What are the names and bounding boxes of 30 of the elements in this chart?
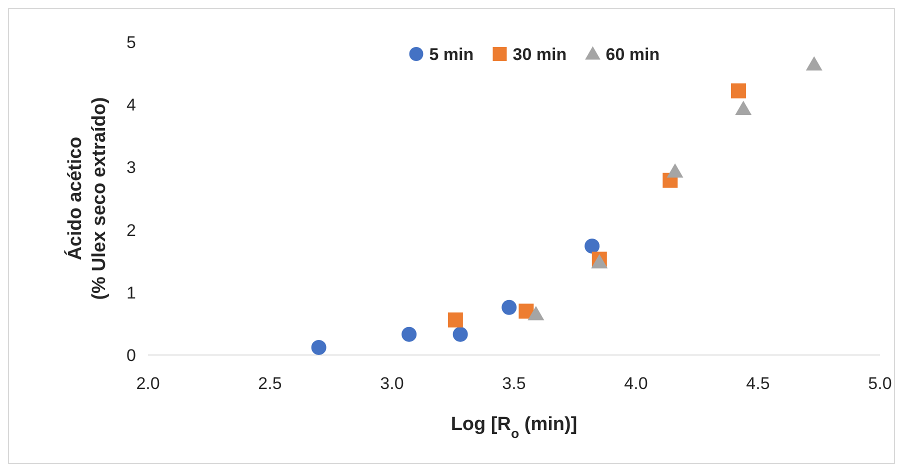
y-tick-label: 2 <box>126 220 136 240</box>
point <box>528 306 544 320</box>
point <box>448 312 463 328</box>
y-tick-label: 1 <box>126 283 136 302</box>
x-tick-label: 2.0 <box>136 374 160 393</box>
x-axis-title: Log [R$_{o}$ (min)] <box>450 414 578 440</box>
legend-label: 30 min <box>512 45 567 64</box>
y-tick-label: 3 <box>126 158 136 178</box>
point <box>518 304 534 319</box>
point <box>402 326 417 342</box>
x-tick-label: 4.5 <box>746 374 770 393</box>
legend-label: 60 min <box>606 45 660 64</box>
point <box>666 163 684 178</box>
point <box>735 100 752 115</box>
legend-label: 5 min <box>429 45 474 64</box>
point <box>584 238 600 254</box>
point <box>730 83 746 98</box>
y-tick-label: 0 <box>126 346 136 365</box>
point <box>311 340 326 355</box>
y-tick-label: 5 <box>126 33 136 52</box>
point <box>806 56 822 71</box>
x-tick-label: 2.5 <box>258 374 282 393</box>
x-tick-label: 5.0 <box>868 374 892 393</box>
x-tick-label: 3.5 <box>502 374 526 393</box>
point <box>452 326 468 342</box>
x-tick-label: 3.0 <box>380 374 404 393</box>
y-tick-label: 4 <box>126 96 136 115</box>
point <box>502 300 517 315</box>
y-axis-title: Ácido acético (% Ulex seco extraído) <box>64 97 110 300</box>
x-tick-label: 4.0 <box>624 374 648 393</box>
